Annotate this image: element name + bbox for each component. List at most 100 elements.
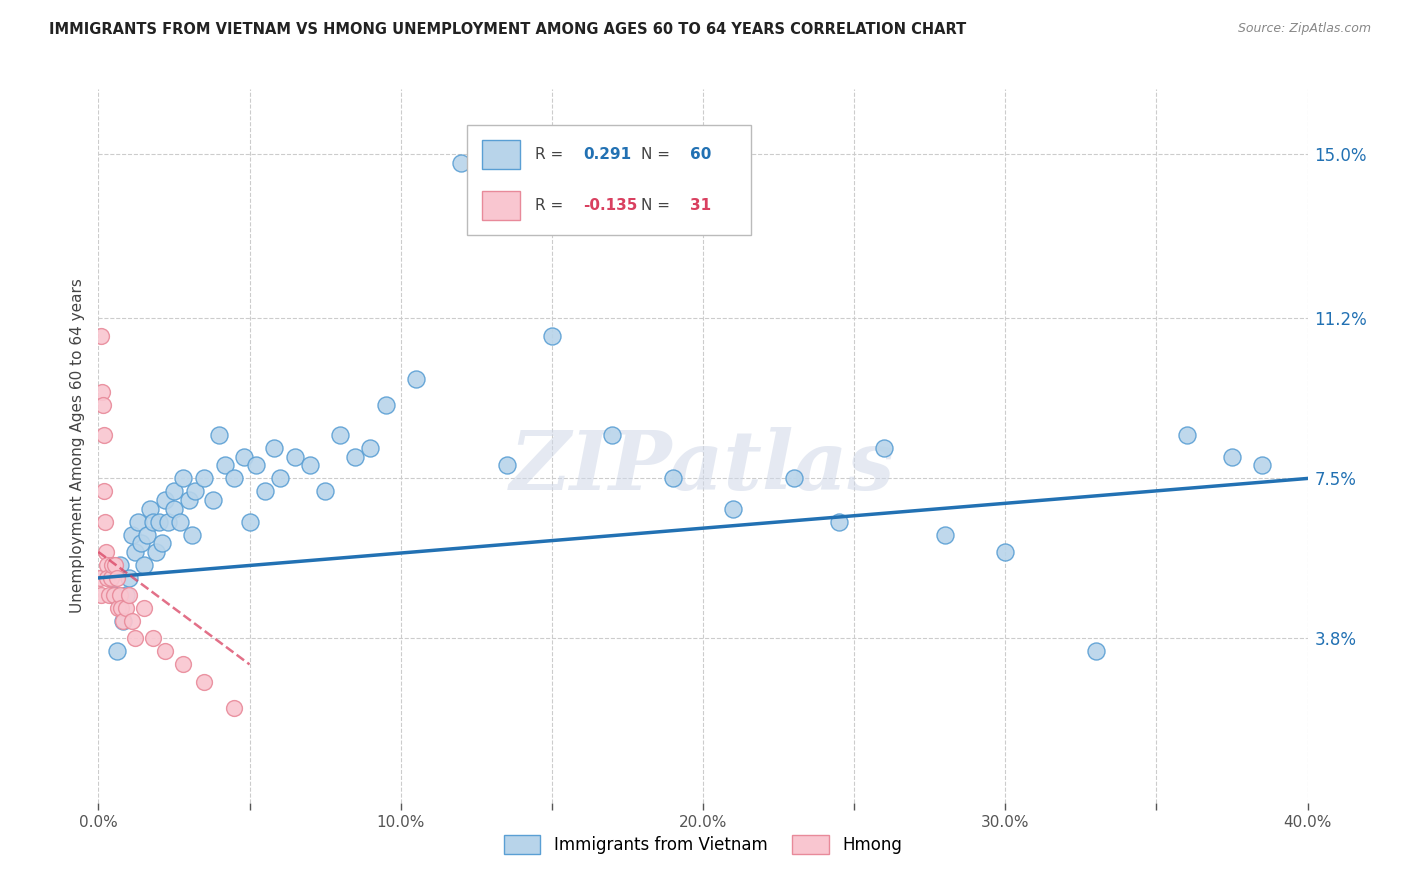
Text: 31: 31 (690, 198, 711, 213)
Point (723, 501, 745, 516)
Point (103, 588, 125, 602)
Text: -0.135: -0.135 (583, 198, 638, 213)
Point (111, 614, 134, 628)
Point (495, 458, 517, 473)
Point (405, 372, 427, 386)
Point (103, 588, 125, 602)
Point (94, 515, 117, 529)
Point (374, 398, 396, 412)
Point (90, 588, 112, 602)
Point (101, 558, 124, 572)
Point (114, 588, 136, 602)
Point (135, 527, 157, 541)
Text: 60: 60 (690, 147, 711, 162)
Point (208, 428, 231, 442)
Point (934, 527, 956, 541)
Text: ZIPatlas: ZIPatlas (510, 427, 896, 508)
Point (224, 471, 246, 485)
Point (314, 484, 336, 499)
Point (91, 384, 114, 399)
Text: R =: R = (534, 147, 568, 162)
Point (172, 471, 194, 485)
Point (132, 601, 155, 615)
Point (245, 458, 267, 473)
Point (172, 657, 194, 672)
Point (121, 614, 143, 628)
Point (107, 601, 129, 615)
Text: N =: N = (641, 198, 675, 213)
Point (828, 515, 851, 529)
Point (150, 536, 173, 550)
Point (181, 527, 204, 541)
Point (121, 527, 143, 541)
Point (153, 644, 176, 658)
Legend: Immigrants from Vietnam, Hmong: Immigrants from Vietnam, Hmong (495, 826, 911, 863)
FancyBboxPatch shape (467, 125, 751, 235)
Point (329, 428, 352, 442)
Point (105, 644, 128, 658)
Point (98, 588, 121, 602)
Point (232, 450, 254, 464)
Point (873, 441, 896, 455)
Point (163, 484, 186, 499)
Point (118, 571, 141, 585)
Point (193, 471, 215, 485)
Point (202, 493, 225, 508)
Point (1251, 458, 1274, 473)
Point (100, 571, 122, 585)
Point (994, 545, 1017, 559)
Point (284, 450, 307, 464)
Point (118, 588, 141, 602)
Point (148, 515, 170, 529)
Point (110, 601, 132, 615)
Point (108, 558, 131, 572)
Point (299, 458, 322, 473)
Text: Source: ZipAtlas.com: Source: ZipAtlas.com (1237, 22, 1371, 36)
Point (96, 571, 118, 585)
Text: R =: R = (534, 198, 568, 213)
Point (114, 601, 136, 615)
Point (344, 450, 367, 464)
Point (132, 558, 155, 572)
Point (89, 571, 111, 585)
Point (90, 328, 112, 343)
Point (783, 471, 806, 485)
Point (163, 501, 186, 516)
Point (1220, 450, 1243, 464)
Point (127, 515, 149, 529)
Point (111, 614, 134, 628)
Point (142, 515, 165, 529)
FancyBboxPatch shape (482, 192, 520, 220)
Point (253, 484, 276, 499)
Point (269, 471, 291, 485)
Point (450, 155, 472, 169)
Point (124, 545, 146, 559)
Point (1085, 644, 1108, 658)
Point (540, 328, 562, 343)
Point (96, 558, 118, 572)
Point (214, 458, 236, 473)
Point (1175, 428, 1198, 442)
Point (105, 571, 128, 585)
Text: IMMIGRANTS FROM VIETNAM VS HMONG UNEMPLOYMENT AMONG AGES 60 TO 64 YEARS CORRELAT: IMMIGRANTS FROM VIETNAM VS HMONG UNEMPLO… (49, 22, 966, 37)
Point (156, 515, 179, 529)
Point (139, 501, 162, 516)
Text: N =: N = (641, 147, 675, 162)
Point (184, 484, 207, 499)
Point (108, 588, 131, 602)
FancyBboxPatch shape (482, 140, 520, 169)
Point (129, 536, 152, 550)
Point (360, 441, 382, 455)
Point (193, 674, 215, 689)
Point (179, 493, 201, 508)
Point (145, 545, 167, 559)
Point (124, 632, 146, 646)
Text: 0.291: 0.291 (583, 147, 631, 162)
Point (263, 441, 285, 455)
Point (142, 632, 165, 646)
Point (153, 493, 176, 508)
Point (169, 515, 191, 529)
Point (91, 398, 114, 412)
Point (239, 515, 262, 529)
Point (93, 484, 115, 499)
